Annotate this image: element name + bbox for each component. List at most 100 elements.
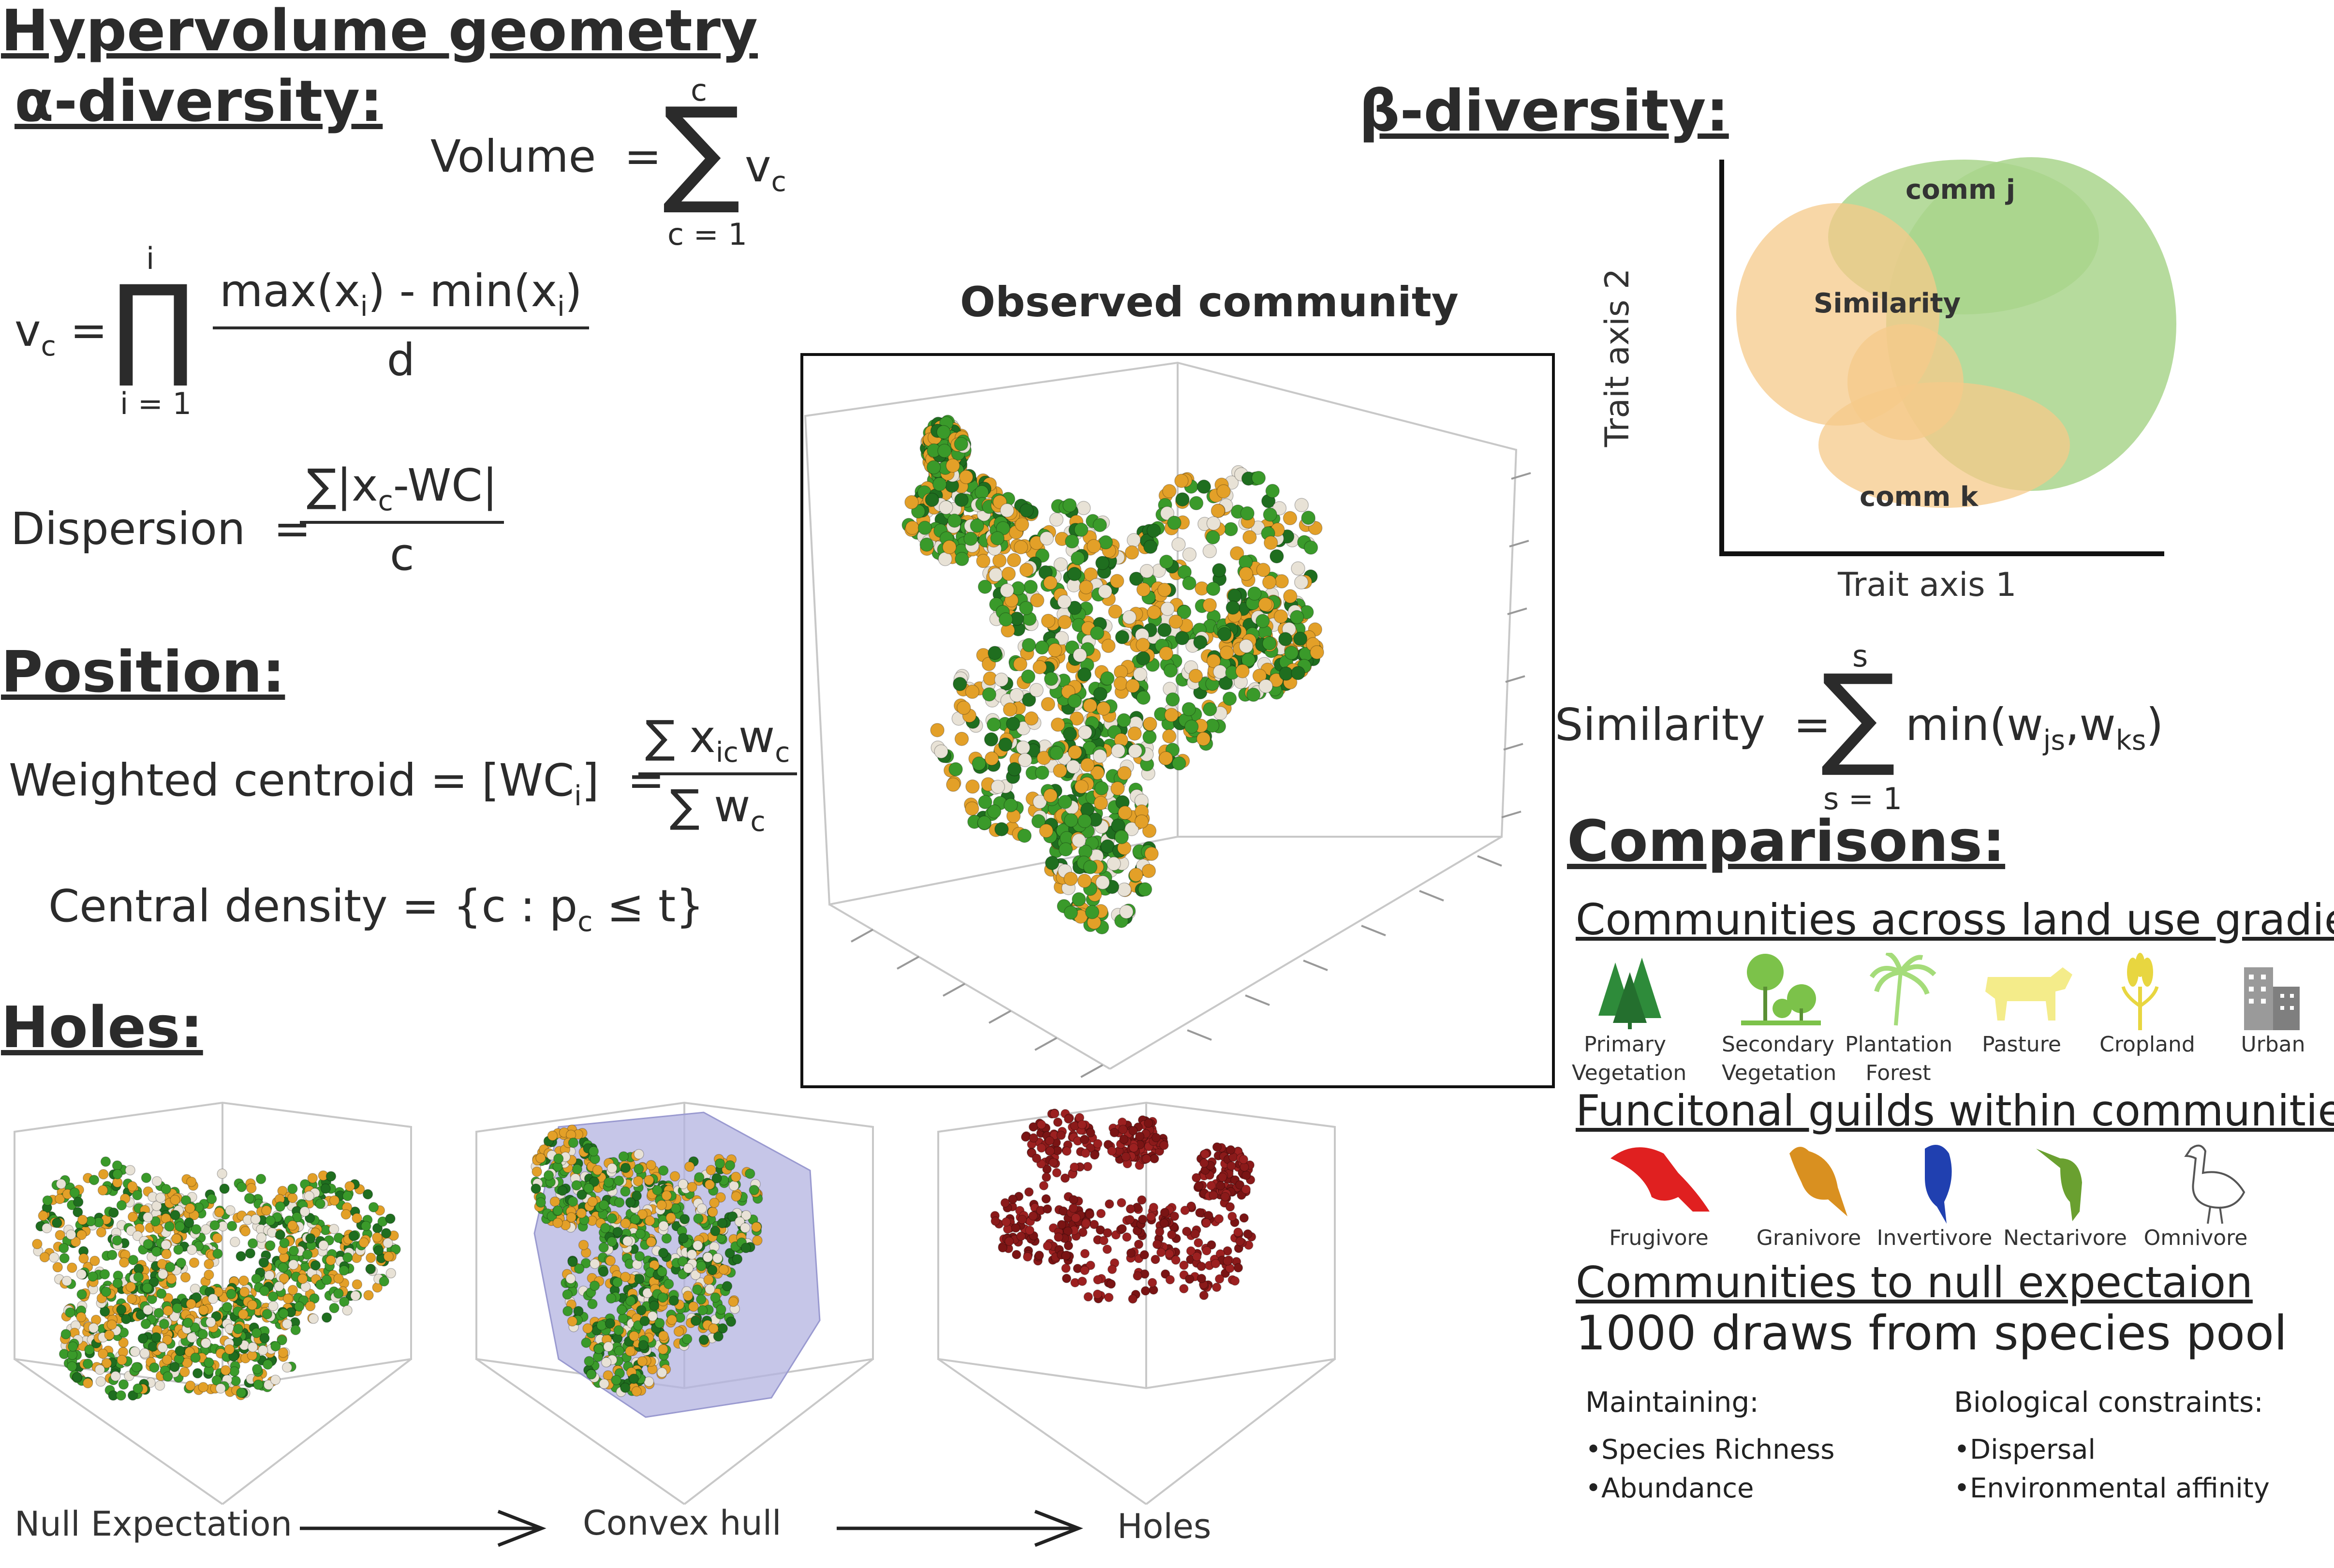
bluebird-icon (1925, 1145, 1952, 1224)
data-point (1099, 1236, 1109, 1245)
data-point (1039, 1181, 1049, 1191)
data-point (76, 1269, 87, 1280)
data-point (1039, 531, 1054, 546)
data-point (1062, 1273, 1072, 1284)
data-point (191, 1292, 202, 1303)
data-point (982, 687, 997, 702)
data-point (1050, 717, 1065, 732)
data-point (321, 1274, 332, 1286)
data-point (60, 1329, 71, 1340)
comm-k-shape (1847, 324, 1964, 440)
data-point (612, 1227, 623, 1237)
data-point (288, 1259, 299, 1270)
data-point (1134, 1240, 1144, 1249)
data-point (1137, 1195, 1147, 1205)
data-point (1045, 1146, 1055, 1156)
data-point (678, 1179, 689, 1190)
data-point (644, 1175, 654, 1185)
data-point (707, 1207, 718, 1217)
data-point (1086, 1128, 1095, 1138)
data-point (116, 1390, 126, 1401)
data-point (281, 1362, 293, 1373)
data-point (566, 1212, 576, 1223)
data-point (724, 1248, 735, 1258)
data-point (1064, 1114, 1074, 1124)
axis-tick (1509, 540, 1529, 547)
data-point (270, 1341, 281, 1352)
data-point (1283, 589, 1298, 604)
data-point (1191, 1173, 1201, 1183)
data-point (76, 1312, 87, 1322)
data-point (229, 1366, 240, 1377)
data-point (1004, 798, 1018, 813)
data-point (149, 1362, 160, 1373)
data-point (1093, 1139, 1103, 1149)
data-point (304, 1191, 315, 1201)
data-point (690, 1316, 701, 1326)
data-point (1194, 1181, 1204, 1191)
data-point (97, 1348, 108, 1359)
data-point (1247, 586, 1262, 601)
data-point (1107, 1146, 1117, 1156)
data-point (261, 1205, 272, 1216)
data-point (574, 1263, 585, 1274)
data-point (1239, 566, 1254, 581)
volume-lhs: Volume = (430, 131, 662, 182)
data-point (984, 751, 999, 766)
data-point (1125, 1204, 1136, 1214)
data-point (1293, 631, 1308, 646)
data-point (633, 1164, 644, 1174)
data-point (88, 1322, 99, 1333)
data-point (1246, 687, 1261, 702)
data-point (1058, 795, 1072, 809)
data-point (1188, 668, 1203, 683)
data-point (1240, 506, 1255, 521)
data-point (970, 518, 984, 533)
data-point (1167, 1229, 1177, 1240)
data-point (1291, 666, 1305, 680)
data-point (1077, 814, 1092, 828)
data-point (572, 1164, 583, 1175)
data-point (568, 1138, 579, 1148)
data-point (919, 537, 934, 552)
data-point (1011, 1223, 1020, 1233)
data-point (1117, 1224, 1127, 1234)
data-point (613, 1325, 624, 1336)
data-point (1166, 692, 1180, 707)
data-point (1117, 1198, 1126, 1208)
data-point (649, 1301, 660, 1311)
data-point (1202, 544, 1217, 559)
data-point (1093, 1289, 1103, 1299)
crop-icon (2121, 953, 2159, 1030)
constraints-title: Biological constraints: (1954, 1386, 2263, 1419)
data-point (1024, 1187, 1034, 1197)
data-point (73, 1197, 84, 1208)
data-point (139, 1348, 150, 1359)
data-point (1019, 601, 1034, 615)
data-point (749, 1184, 759, 1196)
data-point (48, 1252, 59, 1263)
data-point (1007, 762, 1022, 777)
data-point (125, 1165, 135, 1176)
sigma-symbol: ∑ (663, 82, 741, 218)
data-point (1063, 1226, 1073, 1236)
data-point (625, 1197, 636, 1208)
data-point (175, 1346, 185, 1356)
data-point (1144, 846, 1159, 861)
data-point (606, 1163, 618, 1174)
data-point (959, 470, 974, 485)
data-point (543, 1170, 554, 1181)
data-point (340, 1209, 352, 1220)
data-point (942, 540, 957, 555)
data-point (186, 1299, 196, 1309)
axis-tick (1034, 1037, 1057, 1051)
data-point (954, 437, 969, 451)
data-point (1035, 765, 1049, 780)
data-point (1041, 1172, 1051, 1182)
data-point (166, 1273, 177, 1285)
data-point (99, 1269, 110, 1280)
data-point (1019, 562, 1034, 577)
data-point (1029, 1133, 1038, 1143)
data-point (1093, 1275, 1103, 1285)
data-point (1102, 1244, 1112, 1254)
